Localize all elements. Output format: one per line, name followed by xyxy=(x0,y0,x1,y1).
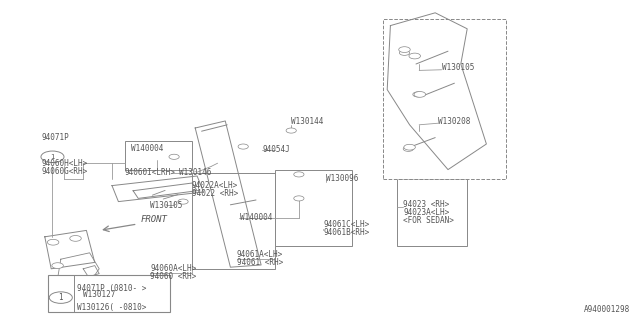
Text: 94022A<LH>: 94022A<LH> xyxy=(192,181,238,190)
Bar xyxy=(383,19,506,179)
Text: 94071P: 94071P xyxy=(42,133,69,142)
Circle shape xyxy=(52,263,63,268)
Text: W130105: W130105 xyxy=(150,201,183,210)
Circle shape xyxy=(47,239,59,245)
Text: W130144: W130144 xyxy=(291,117,324,126)
Circle shape xyxy=(286,128,296,133)
Circle shape xyxy=(178,199,188,204)
Text: 94060 <RH>: 94060 <RH> xyxy=(150,272,196,281)
Circle shape xyxy=(414,92,426,97)
Circle shape xyxy=(409,53,420,59)
Circle shape xyxy=(70,236,81,241)
Text: W130208: W130208 xyxy=(438,117,471,126)
Bar xyxy=(125,141,192,170)
Bar xyxy=(48,275,170,312)
Text: A940001298: A940001298 xyxy=(584,305,630,314)
Text: W130146: W130146 xyxy=(179,168,212,177)
Text: 94023 <RH>: 94023 <RH> xyxy=(403,200,449,209)
Text: 94061B<RH>: 94061B<RH> xyxy=(323,228,369,237)
Text: W140004: W140004 xyxy=(240,213,273,222)
Circle shape xyxy=(294,172,304,177)
Text: 94060G<RH>: 94060G<RH> xyxy=(42,167,88,176)
Text: W130127: W130127 xyxy=(83,290,116,299)
Text: 94061 <RH>: 94061 <RH> xyxy=(237,258,283,267)
Text: 94060I<LRH>: 94060I<LRH> xyxy=(125,168,175,177)
Text: W130105: W130105 xyxy=(442,63,474,72)
Text: 1: 1 xyxy=(51,154,54,160)
Text: 94061A<LH>: 94061A<LH> xyxy=(237,250,283,259)
Text: 94023A<LH>: 94023A<LH> xyxy=(403,208,449,217)
Circle shape xyxy=(413,92,423,97)
Bar xyxy=(275,170,352,246)
Text: 94060H<LH>: 94060H<LH> xyxy=(42,159,88,168)
Circle shape xyxy=(399,50,410,55)
Bar xyxy=(192,173,275,269)
Circle shape xyxy=(294,196,304,201)
Text: 94071P (0810- >: 94071P (0810- > xyxy=(77,284,146,292)
Circle shape xyxy=(404,144,415,150)
Text: W140004: W140004 xyxy=(131,144,164,153)
Text: 94054J: 94054J xyxy=(262,145,290,154)
Circle shape xyxy=(238,144,248,149)
Circle shape xyxy=(49,292,72,303)
Text: W130096: W130096 xyxy=(326,174,359,183)
Circle shape xyxy=(41,151,64,163)
Text: W130126( -0810>: W130126( -0810> xyxy=(77,303,146,312)
Circle shape xyxy=(403,146,413,151)
Text: <FOR SEDAN>: <FOR SEDAN> xyxy=(403,216,454,225)
Text: 1: 1 xyxy=(58,293,63,302)
Text: FRONT: FRONT xyxy=(141,215,168,224)
Circle shape xyxy=(399,47,410,52)
Bar xyxy=(397,179,467,246)
Text: 94061C<LH>: 94061C<LH> xyxy=(323,220,369,229)
Text: 94022 <RH>: 94022 <RH> xyxy=(192,189,238,198)
Text: 94060A<LH>: 94060A<LH> xyxy=(150,264,196,273)
Circle shape xyxy=(169,154,179,159)
